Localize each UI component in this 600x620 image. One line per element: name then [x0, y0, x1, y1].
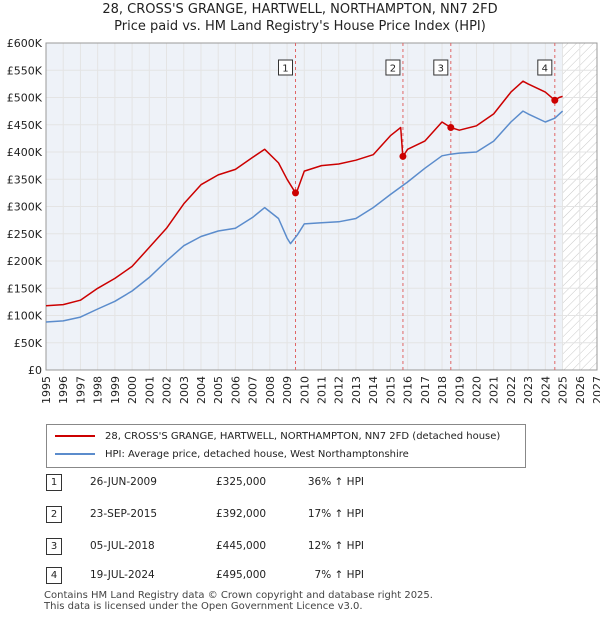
x-tick-label: 2006 — [229, 376, 242, 404]
chart-title-line1: 28, CROSS'S GRANGE, HARTWELL, NORTHAMPTO… — [102, 2, 498, 17]
x-tick-label: 2021 — [488, 376, 501, 404]
x-tick-label: 2020 — [470, 376, 483, 404]
y-tick-label: £500K — [7, 92, 43, 105]
sale-label-box — [385, 59, 401, 76]
sale-point — [551, 96, 559, 104]
x-tick-label: 2001 — [143, 376, 156, 404]
sale-label-box — [433, 59, 449, 76]
footer-notice: Contains HM Land Registry data © Crown c… — [44, 590, 433, 612]
sale-number: 3 — [46, 538, 62, 555]
sale-label-number: 2 — [390, 64, 396, 75]
x-tick-label: 2005 — [212, 376, 225, 404]
legend-swatch-property — [55, 435, 95, 437]
sale-price: £445,000 — [216, 540, 267, 552]
footer-copyright: Contains HM Land Registry data © Crown c… — [44, 590, 433, 601]
legend-item-property: 28, CROSS'S GRANGE, HARTWELL, NORTHAMPTO… — [55, 429, 500, 443]
sale-label-number: 4 — [542, 64, 548, 75]
footer-licence: This data is licensed under the Open Gov… — [44, 601, 363, 612]
sale-row: 2 23-SEP-2015 £392,000 17% ↑ HPI — [46, 506, 446, 524]
y-tick-label: £350K — [7, 173, 43, 186]
y-tick-label: £150K — [7, 282, 43, 295]
y-tick-label: £250K — [7, 228, 43, 241]
x-tick-label: 2003 — [178, 376, 191, 404]
sale-row: 1 26-JUN-2009 £325,000 36% ↑ HPI — [46, 474, 446, 492]
sale-date: 19-JUL-2024 — [90, 569, 155, 581]
sale-point — [447, 123, 455, 131]
hpi-line — [45, 110, 564, 323]
x-tick-label: 2027 — [591, 376, 600, 404]
x-tick-label: 2009 — [281, 376, 294, 404]
x-tick-label: 2016 — [402, 376, 415, 404]
legend-item-hpi: HPI: Average price, detached house, West… — [55, 447, 409, 461]
sale-price: £392,000 — [216, 508, 267, 520]
sale-label-box — [537, 59, 553, 76]
x-tick-label: 2019 — [453, 376, 466, 404]
sale-point — [399, 152, 407, 160]
y-tick-label: £50K — [14, 337, 43, 350]
x-tick-label: 2002 — [161, 376, 174, 404]
y-tick-label: £550K — [7, 64, 43, 77]
legend-label-hpi: HPI: Average price, detached house, West… — [105, 448, 409, 460]
sale-hpi-change: 7% ↑ HPI — [314, 569, 364, 581]
legend-swatch-hpi — [55, 453, 95, 455]
sale-date: 26-JUN-2009 — [90, 476, 157, 488]
chart-title-line2: Price paid vs. HM Land Registry's House … — [114, 19, 486, 34]
y-tick-label: £0 — [28, 364, 42, 377]
x-tick-label: 2007 — [247, 376, 260, 404]
chart-legend: 28, CROSS'S GRANGE, HARTWELL, NORTHAMPTO… — [46, 424, 526, 468]
sale-price: £495,000 — [216, 569, 267, 581]
property-price-line — [45, 80, 563, 307]
y-tick-label: £400K — [7, 146, 43, 159]
x-tick-label: 2018 — [436, 376, 449, 404]
x-tick-label: 2022 — [505, 376, 518, 404]
x-tick-label: 1999 — [109, 376, 122, 404]
y-tick-label: £200K — [7, 255, 43, 268]
sale-date: 23-SEP-2015 — [90, 508, 158, 520]
x-tick-label: 2004 — [195, 376, 208, 404]
x-tick-label: 2000 — [126, 376, 139, 404]
plot-border — [45, 42, 598, 371]
y-tick-label: £100K — [7, 310, 43, 323]
sale-hpi-change: 12% ↑ HPI — [307, 540, 364, 552]
x-tick-label: 2015 — [384, 376, 397, 404]
sale-date: 05-JUL-2018 — [90, 540, 155, 552]
x-tick-label: 2017 — [419, 376, 432, 404]
x-tick-label: 1997 — [74, 376, 87, 404]
price-chart: £0 £50K £100K £150K £200K £250K £300K £350K £400… — [7, 37, 600, 404]
sale-row: 3 05-JUL-2018 £445,000 12% ↑ HPI — [46, 538, 446, 556]
x-tick-label: 2011 — [316, 376, 329, 404]
x-tick-label: 2024 — [539, 376, 552, 404]
sale-hpi-change: 17% ↑ HPI — [307, 508, 364, 520]
sale-price: £325,000 — [216, 476, 267, 488]
x-tick-label: 2013 — [350, 376, 363, 404]
y-tick-label: £300K — [7, 201, 43, 214]
sale-number: 2 — [46, 506, 62, 523]
y-tick-label: £600K — [7, 37, 43, 50]
x-tick-label: 2026 — [574, 376, 587, 404]
x-tick-label: 2014 — [367, 376, 380, 404]
x-tick-label: 2023 — [522, 376, 535, 404]
sale-row: 4 19-JUL-2024 £495,000 7% ↑ HPI — [46, 567, 446, 585]
sale-label-number: 3 — [438, 64, 444, 75]
sale-hpi-change: 36% ↑ HPI — [307, 476, 364, 488]
sale-label-number: 1 — [282, 64, 288, 75]
y-tick-label: £450K — [7, 119, 43, 132]
x-tick-label: 2010 — [298, 376, 311, 404]
x-tick-label: 1995 — [40, 376, 53, 404]
sale-point — [291, 189, 299, 197]
sale-label-box — [277, 59, 293, 76]
x-tick-label: 2025 — [557, 376, 570, 404]
x-tick-label: 2008 — [264, 376, 277, 404]
x-tick-label: 2012 — [333, 376, 346, 404]
sale-number: 1 — [46, 474, 62, 491]
sale-number: 4 — [46, 567, 62, 584]
legend-label-property: 28, CROSS'S GRANGE, HARTWELL, NORTHAMPTO… — [105, 430, 501, 442]
x-tick-label: 1996 — [57, 376, 70, 404]
x-tick-label: 1998 — [92, 376, 105, 404]
